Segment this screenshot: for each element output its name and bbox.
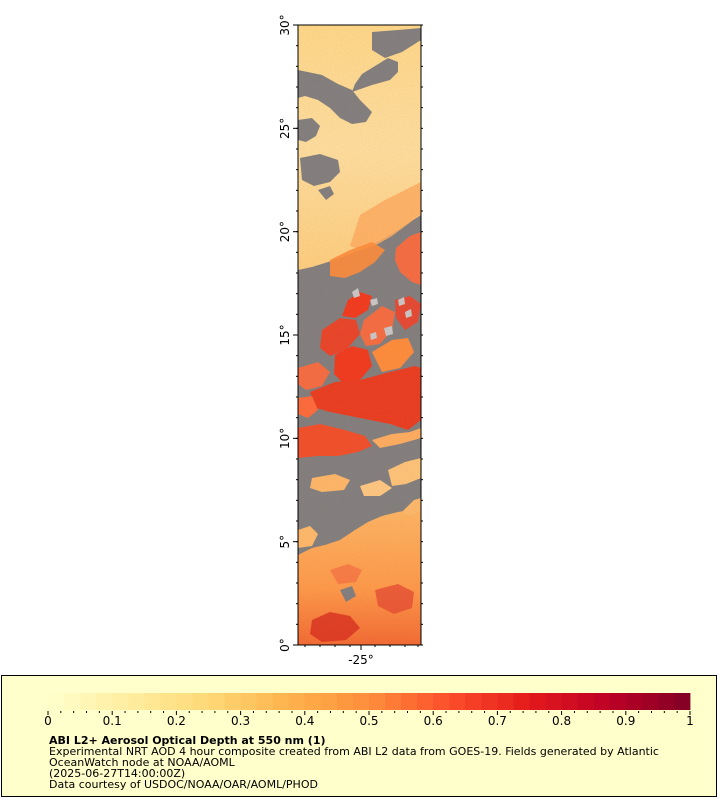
colorbar-cell [609, 693, 627, 710]
colorbar-cell [48, 693, 65, 710]
lat-tick-label: 25° [278, 118, 292, 139]
colorbar-tick-label: 0.8 [552, 714, 571, 728]
colorbar-cell [320, 693, 338, 710]
colorbar-cells [48, 693, 691, 710]
colorbar-cell [401, 693, 418, 710]
colorbar-cell [449, 693, 466, 710]
legend-title: ABI L2+ Aerosol Optical Depth at 550 nm … [49, 734, 326, 747]
colorbar-cell [657, 693, 675, 710]
aod-texture [298, 25, 421, 645]
colorbar-cell [513, 693, 530, 710]
colorbar-cell [192, 693, 209, 710]
lat-tick-label: 15° [278, 324, 292, 345]
colorbar-cell [80, 693, 97, 710]
legend-panel: 0 0.1 0.2 0.3 0.4 0.5 0.6 0.7 0.8 0.9 1 ABI L2+ Ae… [1, 675, 717, 797]
colorbar-cell [64, 693, 81, 710]
lat-tick-label: 20° [278, 221, 292, 242]
colorbar-cell [369, 693, 386, 710]
map-area: 0° 5° 10° 15° 20° 25° 30° -25° [278, 14, 423, 667]
colorbar-tick-label: 0.2 [167, 714, 186, 728]
colorbar-tick-label: 1 [686, 714, 694, 728]
colorbar-ticks: 0 0.1 0.2 0.3 0.4 0.5 0.6 0.7 0.8 0.9 1 [44, 711, 694, 728]
colorbar-cell [224, 693, 241, 710]
colorbar: 0 0.1 0.2 0.3 0.4 0.5 0.6 0.7 0.8 0.9 1 [44, 693, 694, 728]
colorbar-cell [112, 693, 129, 710]
colorbar-cell [336, 693, 354, 710]
lat-tick-label: 10° [278, 428, 292, 449]
colorbar-cell [240, 693, 258, 710]
colorbar-cell [433, 693, 450, 710]
colorbar-tick-label: 0.1 [103, 714, 122, 728]
colorbar-cell [593, 693, 611, 710]
aod-map: 0° 5° 10° 15° 20° 25° 30° -25° [278, 14, 423, 667]
colorbar-cell [352, 693, 370, 710]
legend-credit: Data courtesy of USDOC/NOAA/OAR/AOML/PHO… [49, 778, 318, 791]
colorbar-cell [96, 693, 113, 710]
colorbar-cell [304, 693, 322, 710]
legend-description-line-2: OceanWatch node at NOAA/AOML [49, 756, 235, 769]
colorbar-cell [417, 693, 434, 710]
lat-tick-label: 30° [278, 14, 292, 35]
colorbar-cell [385, 693, 402, 710]
colorbar-tick-label: 0.7 [488, 714, 507, 728]
colorbar-tick-label: 0.9 [616, 714, 635, 728]
colorbar-cell [160, 693, 177, 710]
lat-tick-label: 0° [278, 638, 292, 652]
colorbar-cell [128, 693, 145, 710]
colorbar-tick-label: 0 [44, 714, 52, 728]
colorbar-cell [529, 693, 546, 710]
colorbar-cell [144, 693, 161, 710]
colorbar-tick-label: 0.5 [359, 714, 378, 728]
latitude-axis: 0° 5° 10° 15° 20° 25° 30° [278, 14, 423, 652]
colorbar-cell [561, 693, 579, 710]
colorbar-tick-label: 0.3 [231, 714, 250, 728]
colorbar-cell [256, 693, 274, 710]
colorbar-cell [481, 693, 498, 710]
colorbar-cell [208, 693, 225, 710]
colorbar-cell [497, 693, 514, 710]
colorbar-cell [625, 693, 643, 710]
colorbar-cell [641, 693, 659, 710]
longitude-axis: -25° [304, 645, 419, 667]
colorbar-cell [577, 693, 595, 710]
colorbar-cell [288, 693, 306, 710]
legend-timestamp: (2025-06-27T14:00:00Z) [49, 767, 186, 780]
colorbar-cell [272, 693, 290, 710]
colorbar-cell [545, 693, 562, 710]
colorbar-cell [176, 693, 193, 710]
colorbar-cell [465, 693, 482, 710]
lon-tick-label: -25° [348, 653, 374, 667]
colorbar-tick-label: 0.6 [424, 714, 443, 728]
colorbar-tick-label: 0.4 [295, 714, 314, 728]
legend-description-line-1: Experimental NRT AOD 4 hour composite cr… [49, 745, 659, 758]
colorbar-cell [673, 693, 691, 710]
lat-tick-label: 5° [278, 535, 292, 549]
